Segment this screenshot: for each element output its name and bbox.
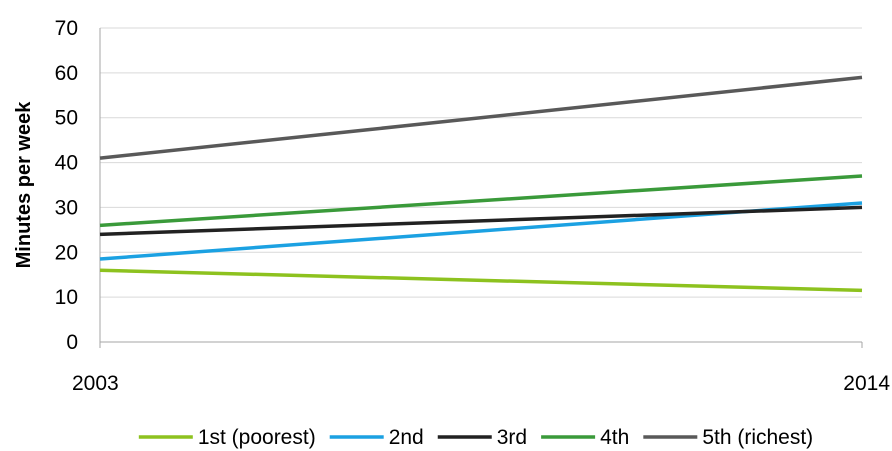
series-line-4 xyxy=(99,174,863,228)
legend: 1st (poorest) 2nd 3rd 4th 5th (richest) xyxy=(138,426,813,449)
y-tick-labels: 0 10 20 30 40 50 60 70 xyxy=(55,17,78,354)
y-tick-label: 50 xyxy=(55,107,78,130)
series-line-1 xyxy=(99,268,863,293)
x-tick-label: 2003 xyxy=(72,372,119,395)
legend-item: 1st (poorest) xyxy=(138,426,316,449)
y-tick-label: 10 xyxy=(55,286,78,309)
y-tick-label: 60 xyxy=(55,62,78,85)
legend-label: 2nd xyxy=(389,426,424,449)
y-tick-label: 30 xyxy=(55,196,78,219)
series-line-5 xyxy=(99,75,863,160)
y-tick-label: 20 xyxy=(55,241,78,264)
y-tick-label: 70 xyxy=(55,17,78,40)
axes xyxy=(99,28,863,348)
series-line-3 xyxy=(99,205,863,237)
legend-item: 2nd xyxy=(329,426,424,449)
x-tick-label: 2014 xyxy=(843,372,890,395)
legend-item: 3rd xyxy=(437,426,527,449)
series-lines xyxy=(99,75,863,293)
legend-item: 4th xyxy=(541,426,629,449)
legend-label: 5th (richest) xyxy=(702,426,813,449)
y-axis-title: Minutes per week xyxy=(13,101,35,269)
y-tick-label: 0 xyxy=(66,331,78,354)
x-tick-labels: 2003 2014 xyxy=(72,372,890,395)
legend-label: 3rd xyxy=(497,426,527,449)
y-tick-label: 40 xyxy=(55,152,78,175)
legend-label: 1st (poorest) xyxy=(198,426,316,449)
legend-label: 4th xyxy=(600,426,629,449)
legend-item: 5th (richest) xyxy=(643,426,813,449)
gridlines xyxy=(100,27,862,298)
